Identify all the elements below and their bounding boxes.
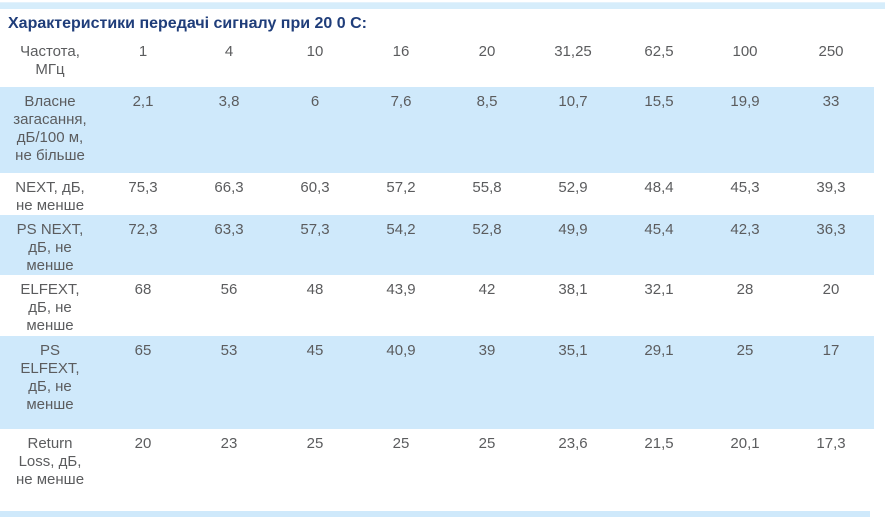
value-cell: 55,8 <box>472 179 502 196</box>
header-value-cell: 100 <box>732 43 758 60</box>
value-cell: 33 <box>822 93 840 110</box>
value-cell: 57,3 <box>300 221 330 238</box>
value-cell: 48,4 <box>644 179 674 196</box>
table-row: PS ELFEXT, дБ, не менше 65 53 45 40,9 39 35,1 2… <box>0 336 874 429</box>
header-value-cell: 4 <box>224 43 234 60</box>
value-cell: 49,9 <box>558 221 588 238</box>
value-cell: 36,3 <box>816 221 846 238</box>
value-cell: 45,3 <box>730 179 760 196</box>
row-label-cell: PS ELFEXT, дБ, не менше <box>20 342 80 413</box>
value-cell: 45,4 <box>644 221 674 238</box>
value-cell: 29,1 <box>644 342 674 359</box>
value-cell: 75,3 <box>128 179 158 196</box>
header-label-cell: Частота, МГц <box>20 43 80 78</box>
value-cell: 39,3 <box>816 179 846 196</box>
page-title: Характеристики передачі сигналу при 20 0… <box>8 15 367 32</box>
header-value-cell: 250 <box>818 43 844 60</box>
value-cell: 20,1 <box>730 435 760 452</box>
top-divider-strip <box>0 2 885 9</box>
header-value-cell: 31,25 <box>554 43 592 60</box>
value-cell: 17,3 <box>816 435 846 452</box>
value-cell: 25 <box>392 435 410 452</box>
value-cell: 53 <box>220 342 238 359</box>
signal-characteristics-table: Частота, МГц 1 4 10 16 20 31,25 62,5 100 250 Влас… <box>0 37 874 507</box>
value-cell: 66,3 <box>214 179 244 196</box>
value-cell: 57,2 <box>386 179 416 196</box>
value-cell: 25 <box>736 342 754 359</box>
bottom-divider-strip <box>0 511 870 517</box>
value-cell: 23,6 <box>558 435 588 452</box>
value-cell: 45 <box>306 342 324 359</box>
value-cell: 35,1 <box>558 342 588 359</box>
row-label-cell: PS NEXT, дБ, не менше <box>16 221 84 274</box>
value-cell: 21,5 <box>644 435 674 452</box>
value-cell: 43,9 <box>386 281 416 298</box>
row-label-cell: ELFEXT, дБ, не менше <box>20 281 80 334</box>
table-head: Частота, МГц 1 4 10 16 20 31,25 62,5 100 250 <box>0 37 874 87</box>
table-row: NEXT, дБ, не менше 75,3 66,3 60,3 57,2 55,8 52… <box>0 173 874 215</box>
value-cell: 39 <box>478 342 496 359</box>
value-cell: 10,7 <box>558 93 588 110</box>
value-cell: 7,6 <box>390 93 412 110</box>
value-cell: 65 <box>134 342 152 359</box>
value-cell: 28 <box>736 281 754 298</box>
value-cell: 25 <box>306 435 324 452</box>
row-label-cell: Власне загасання, дБ/100 м, не більше <box>13 93 87 164</box>
table-row: Власне загасання, дБ/100 м, не більше 2,1… <box>0 87 874 173</box>
value-cell: 38,1 <box>558 281 588 298</box>
table-row: Return Loss, дБ, не менше 20 23 25 25 25 23,6 2… <box>0 429 874 507</box>
row-label-cell: Return Loss, дБ, не менше <box>15 435 85 488</box>
value-cell: 42 <box>478 281 496 298</box>
header-value-cell: 16 <box>392 43 410 60</box>
value-cell: 20 <box>134 435 152 452</box>
value-cell: 17 <box>822 342 840 359</box>
value-cell: 54,2 <box>386 221 416 238</box>
header-value-cell: 62,5 <box>644 43 674 60</box>
value-cell: 72,3 <box>128 221 158 238</box>
table-body: Власне загасання, дБ/100 м, не більше 2,1… <box>0 87 874 507</box>
header-row: Частота, МГц 1 4 10 16 20 31,25 62,5 100 250 <box>0 37 874 87</box>
value-cell: 2,1 <box>132 93 154 110</box>
value-cell: 19,9 <box>730 93 760 110</box>
value-cell: 23 <box>220 435 238 452</box>
header-value-cell: 20 <box>478 43 496 60</box>
value-cell: 52,9 <box>558 179 588 196</box>
value-cell: 40,9 <box>386 342 416 359</box>
value-cell: 63,3 <box>214 221 244 238</box>
value-cell: 52,8 <box>472 221 502 238</box>
value-cell: 60,3 <box>300 179 330 196</box>
value-cell: 20 <box>822 281 840 298</box>
row-label-cell: NEXT, дБ, не менше <box>15 179 85 214</box>
value-cell: 6 <box>310 93 320 110</box>
table-row: PS NEXT, дБ, не менше 72,3 63,3 57,3 54,2 52,… <box>0 215 874 275</box>
table-row: ELFEXT, дБ, не менше 68 56 48 43,9 42 38,1 32,1… <box>0 275 874 336</box>
value-cell: 42,3 <box>730 221 760 238</box>
value-cell: 32,1 <box>644 281 674 298</box>
value-cell: 25 <box>478 435 496 452</box>
value-cell: 15,5 <box>644 93 674 110</box>
header-value-cell: 1 <box>138 43 148 60</box>
value-cell: 8,5 <box>476 93 498 110</box>
header-value-cell: 10 <box>306 43 324 60</box>
value-cell: 48 <box>306 281 324 298</box>
value-cell: 56 <box>220 281 238 298</box>
value-cell: 3,8 <box>218 93 240 110</box>
value-cell: 68 <box>134 281 152 298</box>
